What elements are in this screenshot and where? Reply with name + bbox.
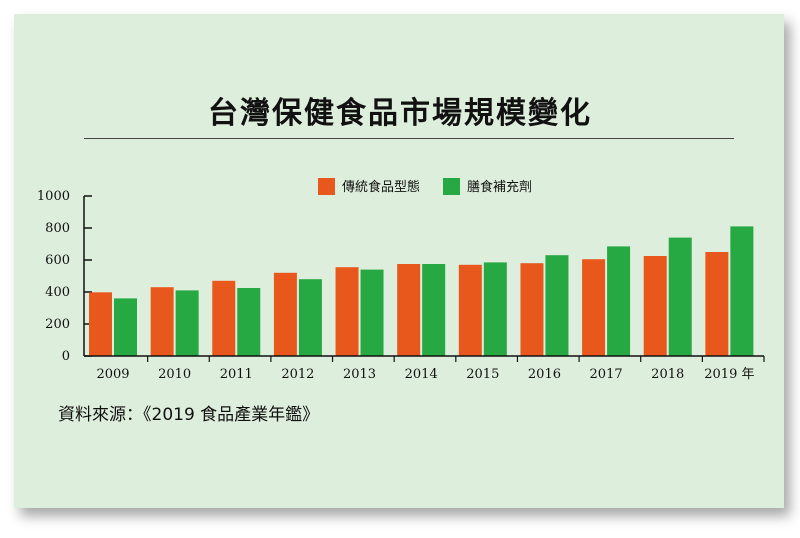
x-tick-label: 2018 [651, 367, 684, 382]
x-tick-label: 2010 [158, 367, 191, 382]
x-tick-label: 2011 [220, 367, 253, 382]
x-tick-label: 2017 [590, 367, 623, 382]
y-tick-label: 400 [45, 285, 70, 300]
bar-supplement-8 [607, 246, 631, 356]
bar-traditional-7 [520, 263, 544, 356]
y-axis: 0 200 400 600 800 1000 [37, 189, 92, 364]
bar-traditional-4 [335, 267, 359, 356]
bar-supplement-9 [668, 237, 692, 356]
x-tick-label: 2012 [281, 367, 314, 382]
bar-supplement-4 [360, 269, 384, 356]
bar-traditional-1 [150, 287, 174, 356]
x-tick-label: 2016 [528, 367, 561, 382]
bar-supplement-10 [730, 226, 754, 356]
x-axis: 2009 2010 2011 2012 2013 2014 2015 2016 2017 2018… [84, 355, 765, 382]
y-tick-label: 200 [45, 317, 70, 332]
bar-traditional-3 [273, 272, 297, 356]
x-tick-label: 2014 [405, 367, 438, 382]
bars [89, 226, 754, 356]
bar-traditional-5 [397, 264, 421, 356]
bar-supplement-2 [237, 288, 261, 356]
x-tick-label: 2013 [343, 367, 376, 382]
bar-supplement-7 [545, 255, 569, 356]
x-tick-label: 2015 [466, 367, 499, 382]
legend: 傳統食品型態 膳食補充劑 [318, 178, 532, 195]
x-tick-label: 2019 年 [704, 367, 754, 382]
y-tick-label: 600 [45, 253, 70, 268]
x-tick-label: 2009 [96, 367, 129, 382]
y-tick-label: 800 [45, 221, 70, 236]
chart-title: 台灣保健食品市場規模變化 [208, 96, 592, 131]
bar-supplement-1 [175, 290, 199, 356]
legend-label: 傳統食品型態 [342, 179, 420, 195]
title-divider [84, 138, 734, 139]
bar-supplement-6 [483, 262, 507, 356]
bar-traditional-9 [643, 256, 667, 356]
y-tick-label: 1000 [37, 189, 70, 204]
bar-traditional-10 [705, 252, 729, 356]
source-note: 資料來源：《2019 食品產業年鑑》 [58, 405, 320, 425]
bar-traditional-0 [89, 292, 112, 356]
bar-traditional-8 [582, 259, 606, 356]
y-tick-label: 0 [62, 349, 70, 364]
legend-swatch [318, 178, 335, 195]
bar-supplement-0 [114, 298, 137, 356]
legend-swatch [443, 178, 460, 195]
bar-traditional-2 [212, 280, 236, 356]
bar-traditional-6 [458, 264, 482, 356]
legend-label: 膳食補充劑 [467, 179, 532, 195]
bar-supplement-5 [422, 264, 446, 356]
bar-supplement-3 [298, 279, 322, 356]
